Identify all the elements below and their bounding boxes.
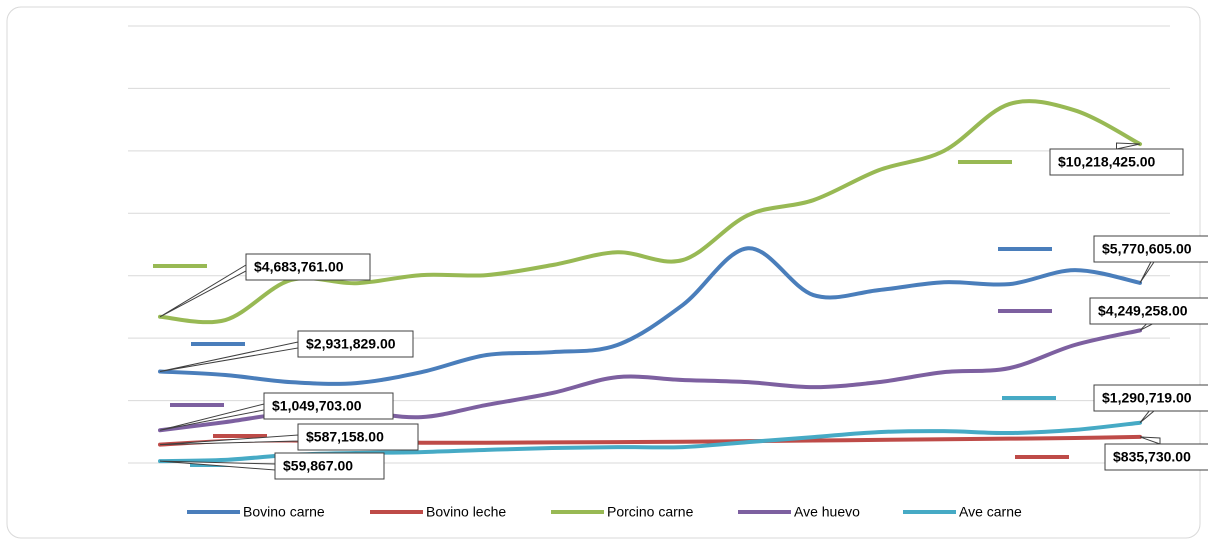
legend-label: Ave carne <box>959 504 1022 520</box>
data-label: $1,049,703.00 <box>272 398 362 414</box>
legend-label: Bovino leche <box>426 504 506 520</box>
label-leader <box>1139 436 1161 445</box>
data-label: $587,158.00 <box>306 429 384 445</box>
label-box <box>1049 148 1184 176</box>
label-box <box>297 423 419 451</box>
legend-label: Porcino carne <box>607 504 694 520</box>
data-label: $59,867.00 <box>283 458 353 474</box>
legend-label: Ave huevo <box>794 504 860 520</box>
label-box <box>1089 297 1208 325</box>
data-label: $4,683,761.00 <box>254 259 344 275</box>
data-label: $835,730.00 <box>1113 449 1191 465</box>
label-box <box>245 253 371 281</box>
label-leader <box>1116 142 1141 150</box>
data-label: $1,290,719.00 <box>1102 390 1192 406</box>
label-box <box>274 452 385 480</box>
label-box <box>1104 443 1208 471</box>
legend-label: Bovino carne <box>243 504 325 520</box>
series-line <box>158 246 1142 386</box>
data-label: $4,249,258.00 <box>1098 303 1188 319</box>
label-box <box>263 392 394 420</box>
data-label: $10,218,425.00 <box>1058 154 1156 170</box>
label-box <box>1093 384 1208 412</box>
data-label: $5,770,605.00 <box>1102 241 1192 257</box>
label-box <box>1093 235 1208 263</box>
label-box <box>297 330 414 358</box>
data-label: $2,931,829.00 <box>306 336 396 352</box>
